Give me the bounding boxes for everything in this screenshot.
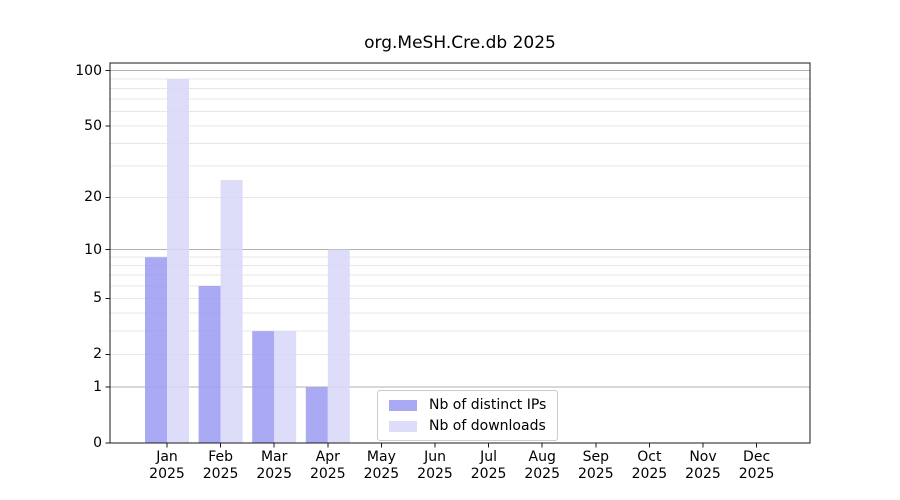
x-tick-month: Jan — [156, 449, 178, 465]
x-tick-year: 2025 — [631, 465, 668, 482]
x-tick-label: Sep 2025 — [564, 449, 628, 482]
legend-item-downloads: Nb of downloads — [389, 417, 546, 435]
chart-title: org.MeSH.Cre.db 2025 — [364, 33, 556, 53]
y-tick-label: 100 — [75, 62, 102, 79]
y-tick-label: 2 — [93, 346, 102, 363]
x-tick-month: Feb — [208, 449, 233, 465]
bar-distinct-ips — [252, 331, 275, 443]
x-tick-month: May — [366, 449, 396, 465]
x-tick-label: Oct 2025 — [617, 449, 681, 482]
x-tick-month: Aug — [528, 449, 556, 465]
x-tick-month: Sep — [582, 449, 609, 465]
legend-swatch-downloads — [389, 420, 417, 432]
bar-downloads — [327, 249, 350, 443]
x-tick-label: May 2025 — [349, 449, 413, 482]
legend-swatch-distinct-ips — [389, 399, 417, 411]
x-tick-month: Mar — [260, 449, 288, 465]
y-tick-label: 0 — [93, 435, 102, 451]
x-tick-year: 2025 — [202, 465, 239, 482]
x-tick-year: 2025 — [417, 465, 453, 482]
x-tick-label: Nov 2025 — [671, 449, 735, 482]
x-tick-month: Jun — [424, 449, 446, 465]
x-tick-year: 2025 — [738, 465, 775, 482]
x-tick-month: Jul — [480, 449, 498, 465]
y-tick-label: 10 — [84, 241, 102, 258]
x-tick-year: 2025 — [309, 465, 346, 482]
x-tick-month: Dec — [743, 449, 771, 465]
x-tick-label: Apr 2025 — [296, 449, 360, 482]
x-tick-year: 2025 — [577, 465, 614, 482]
x-tick-label: Jun 2025 — [403, 449, 467, 482]
x-tick-label: Dec 2025 — [725, 449, 789, 482]
x-tick-label: Jan 2025 — [135, 449, 199, 482]
legend: Nb of distinct IPs Nb of downloads — [377, 390, 559, 441]
x-tick-month: Oct — [637, 449, 662, 465]
x-tick-label: Feb 2025 — [189, 449, 253, 482]
x-tick-year: 2025 — [524, 465, 560, 482]
x-tick-year: 2025 — [470, 465, 507, 482]
plot-border — [109, 62, 811, 444]
bar-downloads — [167, 79, 189, 443]
x-tick-month: Apr — [315, 449, 340, 465]
x-tick-year: 2025 — [256, 465, 292, 482]
bar-distinct-ips — [145, 257, 167, 443]
bar-distinct-ips — [198, 285, 221, 443]
x-tick-year: 2025 — [685, 465, 721, 482]
y-tick-label: 1 — [93, 379, 102, 396]
legend-label-distinct-ips: Nb of distinct IPs — [429, 397, 547, 413]
x-tick-label: Jul 2025 — [457, 449, 521, 482]
x-tick-year: 2025 — [149, 465, 185, 482]
y-tick-label: 50 — [84, 117, 102, 134]
bar-distinct-ips — [305, 387, 328, 443]
legend-label-downloads: Nb of downloads — [429, 418, 546, 434]
x-tick-month: Nov — [689, 449, 717, 465]
x-tick-label: Mar 2025 — [242, 449, 306, 482]
y-tick-label: 5 — [93, 290, 102, 307]
bar-downloads — [220, 180, 243, 443]
y-tick-label: 20 — [84, 189, 102, 206]
bar-downloads — [274, 331, 297, 443]
legend-item-distinct-ips: Nb of distinct IPs — [389, 396, 546, 414]
x-tick-label: Aug 2025 — [510, 449, 574, 482]
x-tick-year: 2025 — [363, 465, 400, 482]
